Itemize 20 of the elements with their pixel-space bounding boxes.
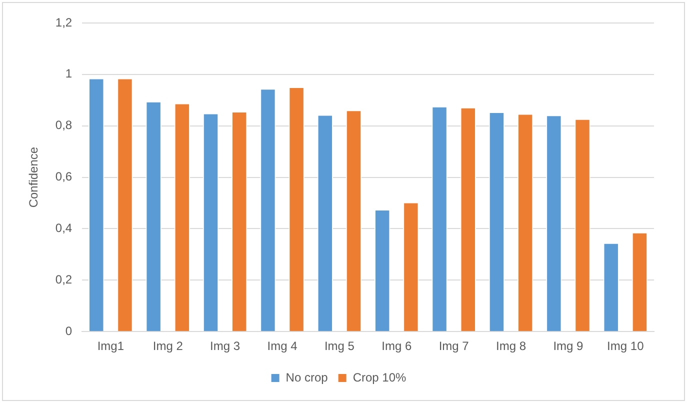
x-tick-label: Img 5	[324, 339, 355, 354]
legend-label: Crop 10%	[352, 370, 407, 384]
y-tick-label: 0,8	[55, 118, 72, 132]
x-tick-label: Img 9	[553, 339, 584, 354]
y-tick-label: 1	[65, 66, 72, 81]
x-tick-label: Img 6	[382, 339, 412, 354]
y-tick-label: 0,6	[55, 170, 72, 184]
legend-label: No crop	[286, 370, 328, 384]
x-tick-label: Img 8	[496, 339, 526, 354]
x-tick-label: Img 3	[210, 339, 240, 354]
y-tick-label: 0,4	[55, 221, 72, 236]
x-tick-label: Img 10	[607, 339, 644, 354]
x-tick-label: Img 4	[267, 339, 298, 354]
y-axis-title: Confidence	[26, 146, 41, 208]
x-tick-label: Img1	[97, 339, 124, 354]
x-tick-label: Img 7	[438, 339, 470, 354]
y-tick-label: 1,2	[55, 15, 72, 30]
y-tick-label: 0	[65, 324, 72, 338]
y-tick-label: 0,2	[55, 272, 72, 286]
x-tick-label: Img 2	[152, 339, 184, 354]
